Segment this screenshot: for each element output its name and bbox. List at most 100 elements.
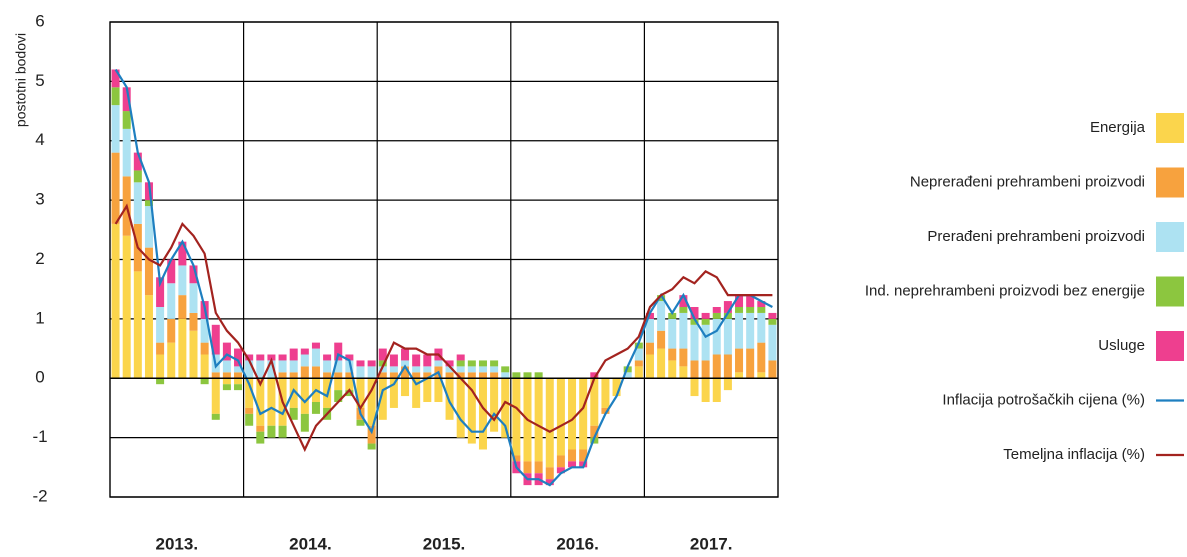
- bar-segment: [222, 342, 231, 361]
- bar-segment: [334, 378, 343, 391]
- bar-segment: [478, 378, 487, 450]
- bar-segment: [111, 69, 120, 88]
- bar-segment: [534, 378, 543, 462]
- bar-segment: [189, 265, 198, 284]
- bar-segment: [256, 425, 265, 432]
- bar-segment: [723, 301, 732, 313]
- bar-segment: [167, 259, 176, 284]
- bar-segment: [434, 360, 443, 367]
- bar-segment: [278, 372, 287, 379]
- bar-segment: [389, 354, 398, 367]
- bar-segment: [579, 449, 588, 462]
- bar-segment: [701, 360, 710, 379]
- bar-segment: [412, 366, 421, 373]
- bar-segment: [512, 372, 521, 379]
- bar-segment: [267, 425, 276, 438]
- bar-segment: [723, 354, 732, 379]
- bar-segment: [200, 318, 209, 343]
- bar-segment: [456, 354, 465, 361]
- x-group-label: 2017.: [690, 534, 733, 553]
- bar-segment: [757, 312, 766, 343]
- bar-segment: [590, 378, 599, 426]
- bar-segment: [534, 461, 543, 474]
- bar-segment: [278, 354, 287, 361]
- bar-segment: [445, 360, 454, 367]
- bar-segment: [735, 312, 744, 349]
- bar-segment: [679, 307, 688, 313]
- bar-segment: [189, 312, 198, 331]
- bar-segment: [133, 271, 142, 379]
- bar-segment: [256, 360, 265, 379]
- legend-label: Temeljna inflacija (%): [1003, 446, 1145, 463]
- bar-segment: [389, 372, 398, 379]
- bar-segment: [389, 366, 398, 373]
- bar-segment: [234, 372, 243, 379]
- bar-segment: [367, 425, 376, 444]
- bar-segment: [712, 354, 721, 379]
- bar-segment: [623, 372, 632, 379]
- bar-segment: [178, 318, 187, 379]
- bar-segment: [634, 342, 643, 349]
- bar-segment: [122, 111, 131, 129]
- bar-segment: [723, 378, 732, 391]
- bar-segment: [189, 283, 198, 313]
- bar-segment: [323, 354, 332, 361]
- bar-segment: [300, 354, 309, 367]
- line-series: [114, 68, 773, 487]
- bar-segment: [735, 348, 744, 373]
- bar-segment: [378, 378, 387, 420]
- bar-segment: [679, 348, 688, 367]
- bar-segment: [401, 348, 410, 361]
- bar-segment: [345, 372, 354, 379]
- bar-segment: [456, 366, 465, 373]
- bar-segment: [133, 152, 142, 171]
- bar-segment: [746, 307, 755, 313]
- bar-segment: [612, 378, 621, 397]
- bar-segment: [523, 461, 532, 474]
- bar-segment: [122, 87, 131, 112]
- bar-segment: [590, 425, 599, 438]
- bar-segment: [267, 360, 276, 379]
- bar-segment: [156, 277, 165, 307]
- legend-label: Prerađeni prehrambeni proizvodi: [927, 228, 1145, 245]
- bar-segment: [701, 378, 710, 402]
- legend-label: Usluge: [1098, 337, 1145, 354]
- bar-segment: [367, 360, 376, 367]
- bar-segment: [412, 378, 421, 408]
- bar-segment: [222, 384, 231, 391]
- bar-segment: [111, 87, 120, 106]
- bar-segment: [334, 390, 343, 402]
- bar-segment: [512, 455, 521, 462]
- y-tick-label: 5: [35, 71, 44, 90]
- bar-segment: [256, 431, 265, 444]
- bar-segment: [334, 360, 343, 373]
- bar-segment: [445, 366, 454, 373]
- bar-segment: [456, 378, 465, 438]
- bar-segment: [712, 312, 721, 319]
- bar-segment: [289, 348, 298, 361]
- y-tick-label: -1: [32, 427, 47, 446]
- bar-segment: [668, 360, 677, 379]
- bar-segment: [289, 378, 298, 408]
- y-tick-label: 2: [35, 249, 44, 268]
- bar-segment: [378, 348, 387, 361]
- bar-segment: [657, 348, 666, 379]
- plot-frame: [109, 21, 779, 498]
- bar-segment: [746, 312, 755, 349]
- bar-segment: [323, 360, 332, 373]
- bar-segment: [289, 360, 298, 373]
- bar-segment: [445, 372, 454, 379]
- bar-segment: [345, 390, 354, 397]
- x-group-label: 2015.: [423, 534, 466, 553]
- bar-segment: [735, 372, 744, 379]
- bar-segment: [645, 318, 654, 343]
- y-tick-label: 1: [35, 308, 44, 327]
- bar-segment: [657, 295, 666, 302]
- bar-segment: [401, 378, 410, 397]
- bar-segment: [568, 449, 577, 462]
- bar-segment: [378, 366, 387, 373]
- bar-segment: [200, 354, 209, 379]
- bar-segment: [356, 378, 365, 408]
- bar-segment: [211, 372, 220, 379]
- bar-segment: [300, 413, 309, 432]
